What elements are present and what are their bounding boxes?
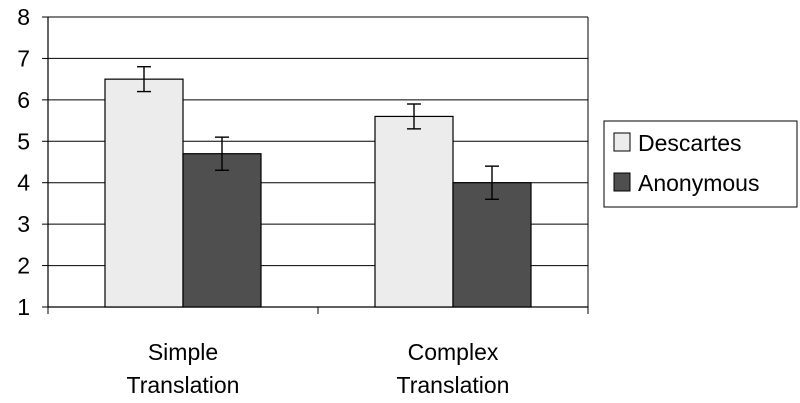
bar-anonymous-2 <box>452 182 532 308</box>
legend: Descartes Anonymous <box>603 120 798 208</box>
y-tick-label: 2 <box>17 253 30 279</box>
y-tick-label: 1 <box>17 294 30 320</box>
y-tick-label: 6 <box>17 87 30 113</box>
bar-descartes-1 <box>104 78 184 308</box>
y-tick-label: 7 <box>17 45 30 71</box>
bar-descartes-2 <box>374 115 454 308</box>
y-tick-label: 5 <box>17 128 30 154</box>
x-category-label: Translation <box>127 372 240 398</box>
x-category-label: Simple <box>148 339 218 365</box>
y-tick-label: 3 <box>17 211 30 237</box>
bars <box>104 78 532 308</box>
legend-label-descartes: Descartes <box>638 130 742 156</box>
x-axis-labels: Simple Translation Complex Translation <box>47 307 589 398</box>
error-bars <box>137 66 499 200</box>
x-category-label: Complex <box>408 339 499 365</box>
legend-label-anonymous: Anonymous <box>638 170 759 196</box>
x-category-label: Translation <box>397 372 510 398</box>
legend-swatch-descartes <box>613 132 631 152</box>
y-tick-label: 4 <box>17 170 30 196</box>
legend-swatch-anonymous <box>613 172 631 192</box>
bar-anonymous-1 <box>182 153 262 308</box>
legend-box <box>603 120 798 208</box>
y-axis-ticks: 1 2 3 4 5 6 7 8 <box>17 4 48 320</box>
y-tick-label: 8 <box>17 4 30 30</box>
